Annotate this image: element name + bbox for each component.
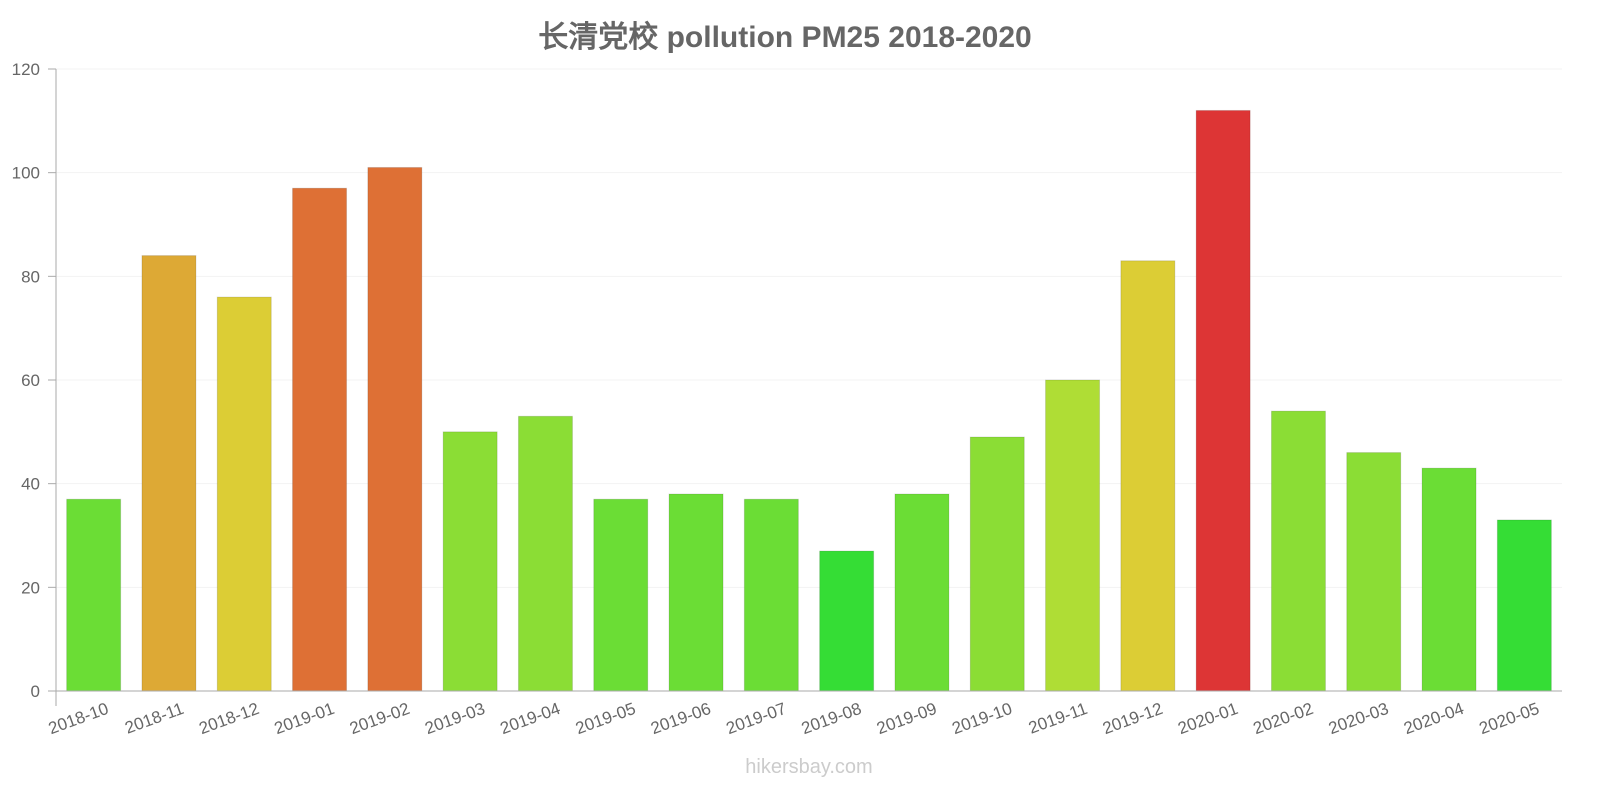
y-tick-label: 40 (21, 475, 40, 494)
bar-2020-02 (1270, 410, 1326, 692)
bar-2020-04 (1421, 467, 1477, 692)
y-tick-label: 60 (21, 371, 40, 390)
x-tick-label: 2019-09 (874, 699, 939, 738)
y-tick-label: 0 (31, 682, 40, 701)
bar-2019-07 (743, 498, 799, 692)
x-tick-label: 2019-07 (724, 699, 789, 738)
bar-2020-03 (1346, 452, 1402, 692)
bar-2019-06 (668, 493, 724, 692)
bar-2018-11 (141, 255, 197, 692)
y-tick-label: 120 (12, 60, 40, 79)
bar-2019-10 (969, 436, 1025, 692)
bar-2019-09 (894, 493, 950, 692)
x-tick-label: 2019-11 (1026, 699, 1090, 738)
bar-2018-10 (66, 498, 122, 692)
chart-title: 长清党校 pollution PM25 2018-2020 (538, 20, 1031, 54)
y-tick-label: 20 (21, 578, 40, 597)
x-tick-label: 2020-03 (1326, 699, 1391, 738)
x-tick-label: 2019-01 (272, 699, 337, 738)
y-tick-label: 80 (21, 267, 40, 286)
y-tick-label: 100 (12, 164, 40, 183)
bar-2019-11 (1045, 379, 1101, 692)
x-tick-label: 2020-05 (1477, 699, 1542, 738)
x-tick-label: 2018-11 (122, 699, 186, 738)
x-tick-label: 2019-04 (498, 699, 563, 738)
x-tick-label: 2019-03 (422, 699, 487, 738)
bar-2019-12 (1120, 260, 1176, 692)
bar-2020-05 (1496, 519, 1552, 692)
bar-2019-05 (593, 498, 649, 692)
x-tick-label: 2020-04 (1401, 699, 1466, 738)
bar-2019-08 (819, 550, 875, 692)
bar-2020-01 (1195, 109, 1251, 692)
bar-2018-12 (216, 296, 272, 692)
x-tick-label: 2019-06 (648, 699, 713, 738)
x-tick-label: 2020-01 (1175, 699, 1240, 738)
x-tick-label: 2019-08 (799, 699, 864, 738)
bar-2019-02 (367, 166, 423, 692)
x-tick-label: 2019-02 (347, 699, 412, 738)
bar-2019-04 (517, 415, 573, 692)
bar-2019-01 (292, 187, 348, 692)
x-tick-label: 2019-12 (1100, 699, 1165, 738)
x-tick-label: 2019-05 (573, 699, 638, 738)
watermark: hikersbay.com (745, 756, 872, 778)
x-tick-label: 2019-10 (949, 699, 1014, 738)
x-tick-label: 2020-02 (1251, 699, 1316, 738)
x-tick-label: 2018-12 (196, 699, 261, 738)
bar-2019-03 (442, 431, 498, 692)
